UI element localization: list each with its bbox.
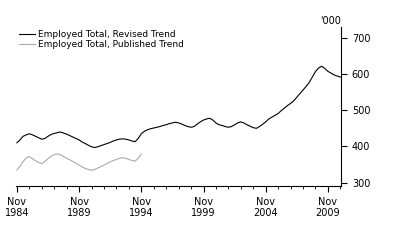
- Employed Total, Published Trend: [46, 157, 50, 160]
- Line: Employed Total, Revised Trend: Employed Total, Revised Trend: [17, 66, 340, 148]
- Employed Total, Published Trend: [58, 153, 63, 156]
- Employed Total, Revised Trend: [319, 65, 324, 68]
- Employed Total, Published Trend: [108, 160, 113, 163]
- Employed Total, Published Trend: [98, 165, 103, 168]
- Employed Total, Published Trend: [61, 155, 66, 158]
- Employed Total, Published Trend: [33, 160, 38, 162]
- Employed Total, Published Trend: [15, 168, 19, 171]
- Employed Total, Published Trend: [95, 167, 100, 169]
- Legend: Employed Total, Revised Trend, Employed Total, Published Trend: Employed Total, Revised Trend, Employed …: [19, 30, 184, 49]
- Employed Total, Published Trend: [129, 159, 134, 162]
- Employed Total, Published Trend: [49, 155, 54, 158]
- Employed Total, Published Trend: [102, 164, 106, 167]
- Employed Total, Published Trend: [17, 165, 22, 168]
- Employed Total, Published Trend: [139, 153, 144, 155]
- Employed Total, Revised Trend: [254, 127, 259, 130]
- Employed Total, Published Trend: [64, 157, 69, 160]
- Employed Total, Revised Trend: [338, 76, 343, 79]
- Employed Total, Published Trend: [92, 168, 97, 171]
- Employed Total, Published Trend: [71, 160, 75, 163]
- Employed Total, Published Trend: [42, 160, 47, 163]
- Employed Total, Published Trend: [86, 168, 91, 171]
- Employed Total, Revised Trend: [158, 125, 162, 128]
- Employed Total, Published Trend: [133, 160, 137, 163]
- Employed Total, Published Trend: [80, 166, 85, 168]
- Employed Total, Published Trend: [21, 160, 25, 163]
- Employed Total, Published Trend: [117, 157, 122, 160]
- Employed Total, Published Trend: [136, 157, 141, 160]
- Employed Total, Published Trend: [24, 157, 29, 159]
- Employed Total, Published Trend: [30, 157, 35, 160]
- Employed Total, Revised Trend: [142, 130, 147, 133]
- Employed Total, Revised Trend: [92, 146, 97, 149]
- Employed Total, Revised Trend: [251, 126, 256, 129]
- Employed Total, Published Trend: [55, 153, 60, 155]
- Employed Total, Revised Trend: [15, 141, 19, 144]
- Employed Total, Published Trend: [73, 162, 78, 165]
- Line: Employed Total, Published Trend: Employed Total, Published Trend: [17, 154, 141, 170]
- Employed Total, Published Trend: [123, 157, 128, 160]
- Employed Total, Published Trend: [83, 167, 88, 170]
- Employed Total, Published Trend: [36, 161, 41, 164]
- Text: '000: '000: [320, 16, 341, 26]
- Employed Total, Published Trend: [52, 153, 57, 156]
- Employed Total, Revised Trend: [58, 131, 63, 133]
- Employed Total, Published Trend: [114, 158, 119, 161]
- Employed Total, Published Trend: [111, 159, 116, 162]
- Employed Total, Published Trend: [89, 169, 94, 172]
- Employed Total, Published Trend: [120, 156, 125, 159]
- Employed Total, Published Trend: [105, 162, 110, 165]
- Employed Total, Published Trend: [127, 158, 131, 161]
- Employed Total, Published Trend: [39, 162, 44, 165]
- Employed Total, Published Trend: [67, 158, 72, 161]
- Employed Total, Published Trend: [77, 164, 81, 167]
- Employed Total, Published Trend: [27, 155, 32, 158]
- Employed Total, Revised Trend: [17, 138, 22, 141]
